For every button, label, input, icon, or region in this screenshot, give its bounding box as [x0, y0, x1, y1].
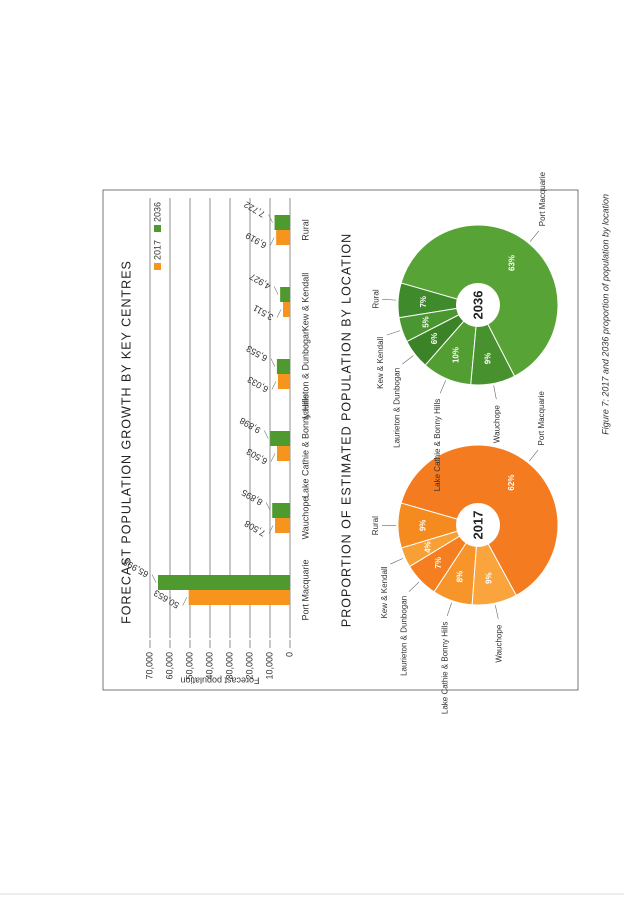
slice-category-label: Lake Cathie & Bonny Hills: [433, 399, 442, 492]
legend-swatch: [154, 263, 161, 270]
slice-value-label: 5%: [421, 316, 430, 328]
slice-category-label: Rural: [371, 516, 380, 535]
bar: [274, 518, 291, 533]
slice-value-label: 8%: [456, 571, 465, 583]
slice-leader: [382, 299, 397, 301]
slice-leader: [390, 558, 404, 565]
y-tick-label: 50,000: [184, 652, 194, 680]
slice-leader: [408, 581, 420, 592]
pie-center-label: 2017: [470, 511, 485, 540]
label-leader: [151, 574, 157, 583]
bar: [270, 431, 291, 446]
slice-leader: [495, 605, 499, 619]
bar-value-label: 50,653: [152, 588, 181, 610]
slice-leader: [529, 230, 540, 242]
slice-category-label: Kew & Kendall: [380, 566, 389, 618]
y-tick-label: 40,000: [204, 652, 214, 680]
slice-value-label: 10%: [452, 347, 461, 363]
label-leader: [263, 430, 269, 439]
x-tick-label: Rural: [300, 219, 310, 241]
x-tick-label: Lake Cathie & Bonny Hills: [300, 393, 310, 498]
y-tick-label: 70,000: [144, 652, 154, 680]
bar-value-label: 6,503: [245, 446, 270, 466]
slice-value-label: 9%: [483, 353, 492, 365]
legend-swatch: [154, 225, 161, 232]
bar-value-label: 8,895: [240, 487, 265, 507]
bar: [277, 374, 290, 389]
legend-label: 2017: [152, 240, 162, 260]
slice-value-label: 62%: [507, 475, 516, 491]
figure-frame: [102, 189, 579, 691]
slice-category-label: Lake Cathie & Bonny Hills: [440, 622, 449, 715]
label-leader: [268, 214, 273, 223]
bar: [158, 575, 290, 590]
slice-leader: [402, 355, 414, 365]
label-leader: [265, 502, 271, 511]
slice-category-label: Port Macquarie: [538, 171, 547, 226]
slice-category-label: Laurieton & Dunbogan: [393, 368, 402, 448]
bar: [280, 287, 290, 302]
chart-title: PROPORTION OF ESTIMATED POPULATION BY LO…: [339, 233, 353, 627]
slice-leader: [529, 449, 539, 462]
label-leader: [271, 381, 277, 390]
label-leader: [273, 286, 279, 295]
donut-hole: [456, 283, 500, 327]
y-tick-label: 10,000: [264, 652, 274, 680]
donut-hole: [456, 503, 500, 547]
slice-category-label: Port Macquarie: [537, 391, 546, 446]
x-tick-label: Laurieton & Dunbogan: [300, 329, 310, 419]
rotated-figure: Figure 7: 2017 and 2036 proportion of po…: [102, 171, 610, 715]
slice-category-label: Laurieton & Dunbogan: [400, 596, 409, 676]
slice-leader: [386, 330, 401, 336]
label-leader: [276, 309, 282, 318]
slice-value-label: 6%: [430, 333, 439, 345]
bar-value-label: 6,033: [246, 374, 271, 394]
x-tick-label: Wauchope: [300, 497, 310, 540]
slice-value-label: 9%: [485, 572, 494, 584]
x-tick-label: Kew & Kendall: [300, 273, 310, 332]
bar-value-label: 7,722: [242, 199, 267, 219]
bar: [276, 359, 291, 374]
pie-center-label: 2036: [470, 291, 485, 320]
x-tick-label: Port Macquarie: [300, 559, 310, 620]
legend-label: 2036: [152, 202, 162, 222]
bar: [272, 503, 290, 518]
bar-value-label: 6,919: [244, 230, 269, 250]
slice-leader: [439, 380, 446, 394]
bar-value-label: 3,511: [251, 303, 275, 323]
bar-value-label: 6,553: [245, 343, 270, 363]
bar: [276, 446, 290, 461]
caption: Figure 7: 2017 and 2036 proportion of po…: [600, 194, 610, 435]
y-tick-label: 30,000: [224, 652, 234, 680]
label-leader: [268, 525, 274, 534]
slice-leader: [446, 602, 452, 617]
slice-value-label: 4%: [423, 541, 432, 553]
slice-leader: [493, 385, 497, 400]
slice-category-label: Wauchope: [495, 624, 504, 663]
slice-category-label: Wauchope: [493, 405, 502, 444]
label-leader: [270, 453, 276, 462]
slice-value-label: 7%: [434, 557, 443, 569]
label-leader: [270, 358, 276, 367]
chart-title: FORECAST POPULATION GROWTH BY KEY CENTRE…: [119, 260, 133, 624]
label-leader: [269, 237, 275, 246]
slice-value-label: 63%: [508, 255, 517, 271]
slice-value-label: 9%: [419, 520, 428, 532]
y-axis-title: Forecast population: [180, 676, 259, 686]
bar: [282, 302, 290, 317]
label-leader: [182, 597, 187, 606]
y-tick-label: 20,000: [244, 652, 254, 680]
bar-value-label: 7,508: [243, 518, 268, 538]
y-tick-label: 0: [284, 652, 294, 657]
y-tick-label: 60,000: [164, 652, 174, 680]
slice-value-label: 7%: [419, 296, 428, 308]
bar: [274, 215, 290, 230]
bar: [276, 230, 290, 245]
bar-value-label: 4,927: [248, 271, 273, 291]
slice-category-label: Kew & Kendall: [376, 337, 385, 389]
bar: [188, 590, 290, 605]
slice-category-label: Rural: [371, 289, 380, 308]
